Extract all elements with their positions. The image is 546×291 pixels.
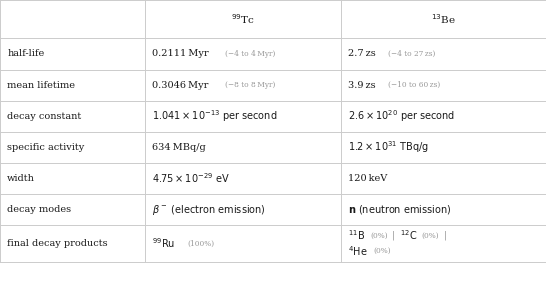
Text: 0.3046 Myr: 0.3046 Myr	[152, 81, 208, 90]
Text: $^{4}$He: $^{4}$He	[348, 244, 368, 258]
Text: 0.2111 Myr: 0.2111 Myr	[152, 49, 209, 58]
Text: 3.9 zs: 3.9 zs	[348, 81, 376, 90]
Text: $^{99}$Tc: $^{99}$Tc	[231, 12, 255, 26]
Text: (100%): (100%)	[187, 239, 215, 248]
Text: specific activity: specific activity	[7, 143, 84, 152]
Text: (−8 to 8 Myr): (−8 to 8 Myr)	[225, 81, 276, 89]
Text: half-life: half-life	[7, 49, 44, 58]
Text: $2.6\times10^{20}$ per second: $2.6\times10^{20}$ per second	[348, 108, 455, 124]
Text: $^{12}$C: $^{12}$C	[400, 229, 417, 242]
Text: $^{99}$Ru: $^{99}$Ru	[152, 237, 175, 251]
Text: $\beta^-$ (electron emission): $\beta^-$ (electron emission)	[152, 203, 266, 217]
Text: $4.75\times10^{-29}$ eV: $4.75\times10^{-29}$ eV	[152, 172, 229, 185]
Text: (−10 to 60 zs): (−10 to 60 zs)	[388, 81, 440, 89]
Text: $1.041\times10^{-13}$ per second: $1.041\times10^{-13}$ per second	[152, 108, 277, 124]
Text: 2.7 zs: 2.7 zs	[348, 49, 376, 58]
Text: $^{13}$Be: $^{13}$Be	[431, 12, 456, 26]
Text: width: width	[7, 174, 35, 183]
Text: (0%): (0%)	[370, 232, 388, 239]
Text: |: |	[392, 231, 395, 240]
Text: decay modes: decay modes	[7, 205, 71, 214]
Text: 120 keV: 120 keV	[348, 174, 388, 183]
Text: (0%): (0%)	[422, 232, 439, 239]
Text: |: |	[443, 231, 447, 240]
Text: (0%): (0%)	[373, 247, 391, 255]
Text: $^{11}$B: $^{11}$B	[348, 229, 365, 242]
Text: decay constant: decay constant	[7, 112, 81, 121]
Text: final decay products: final decay products	[7, 239, 108, 248]
Text: 634 MBq/g: 634 MBq/g	[152, 143, 205, 152]
Text: $1.2\times10^{31}$ TBq/g: $1.2\times10^{31}$ TBq/g	[348, 139, 429, 155]
Text: (−4 to 27 zs): (−4 to 27 zs)	[388, 50, 435, 58]
Text: $\mathbf{n}$ (neutron emission): $\mathbf{n}$ (neutron emission)	[348, 203, 452, 216]
Text: (−4 to 4 Myr): (−4 to 4 Myr)	[225, 50, 276, 58]
Text: mean lifetime: mean lifetime	[7, 81, 75, 90]
